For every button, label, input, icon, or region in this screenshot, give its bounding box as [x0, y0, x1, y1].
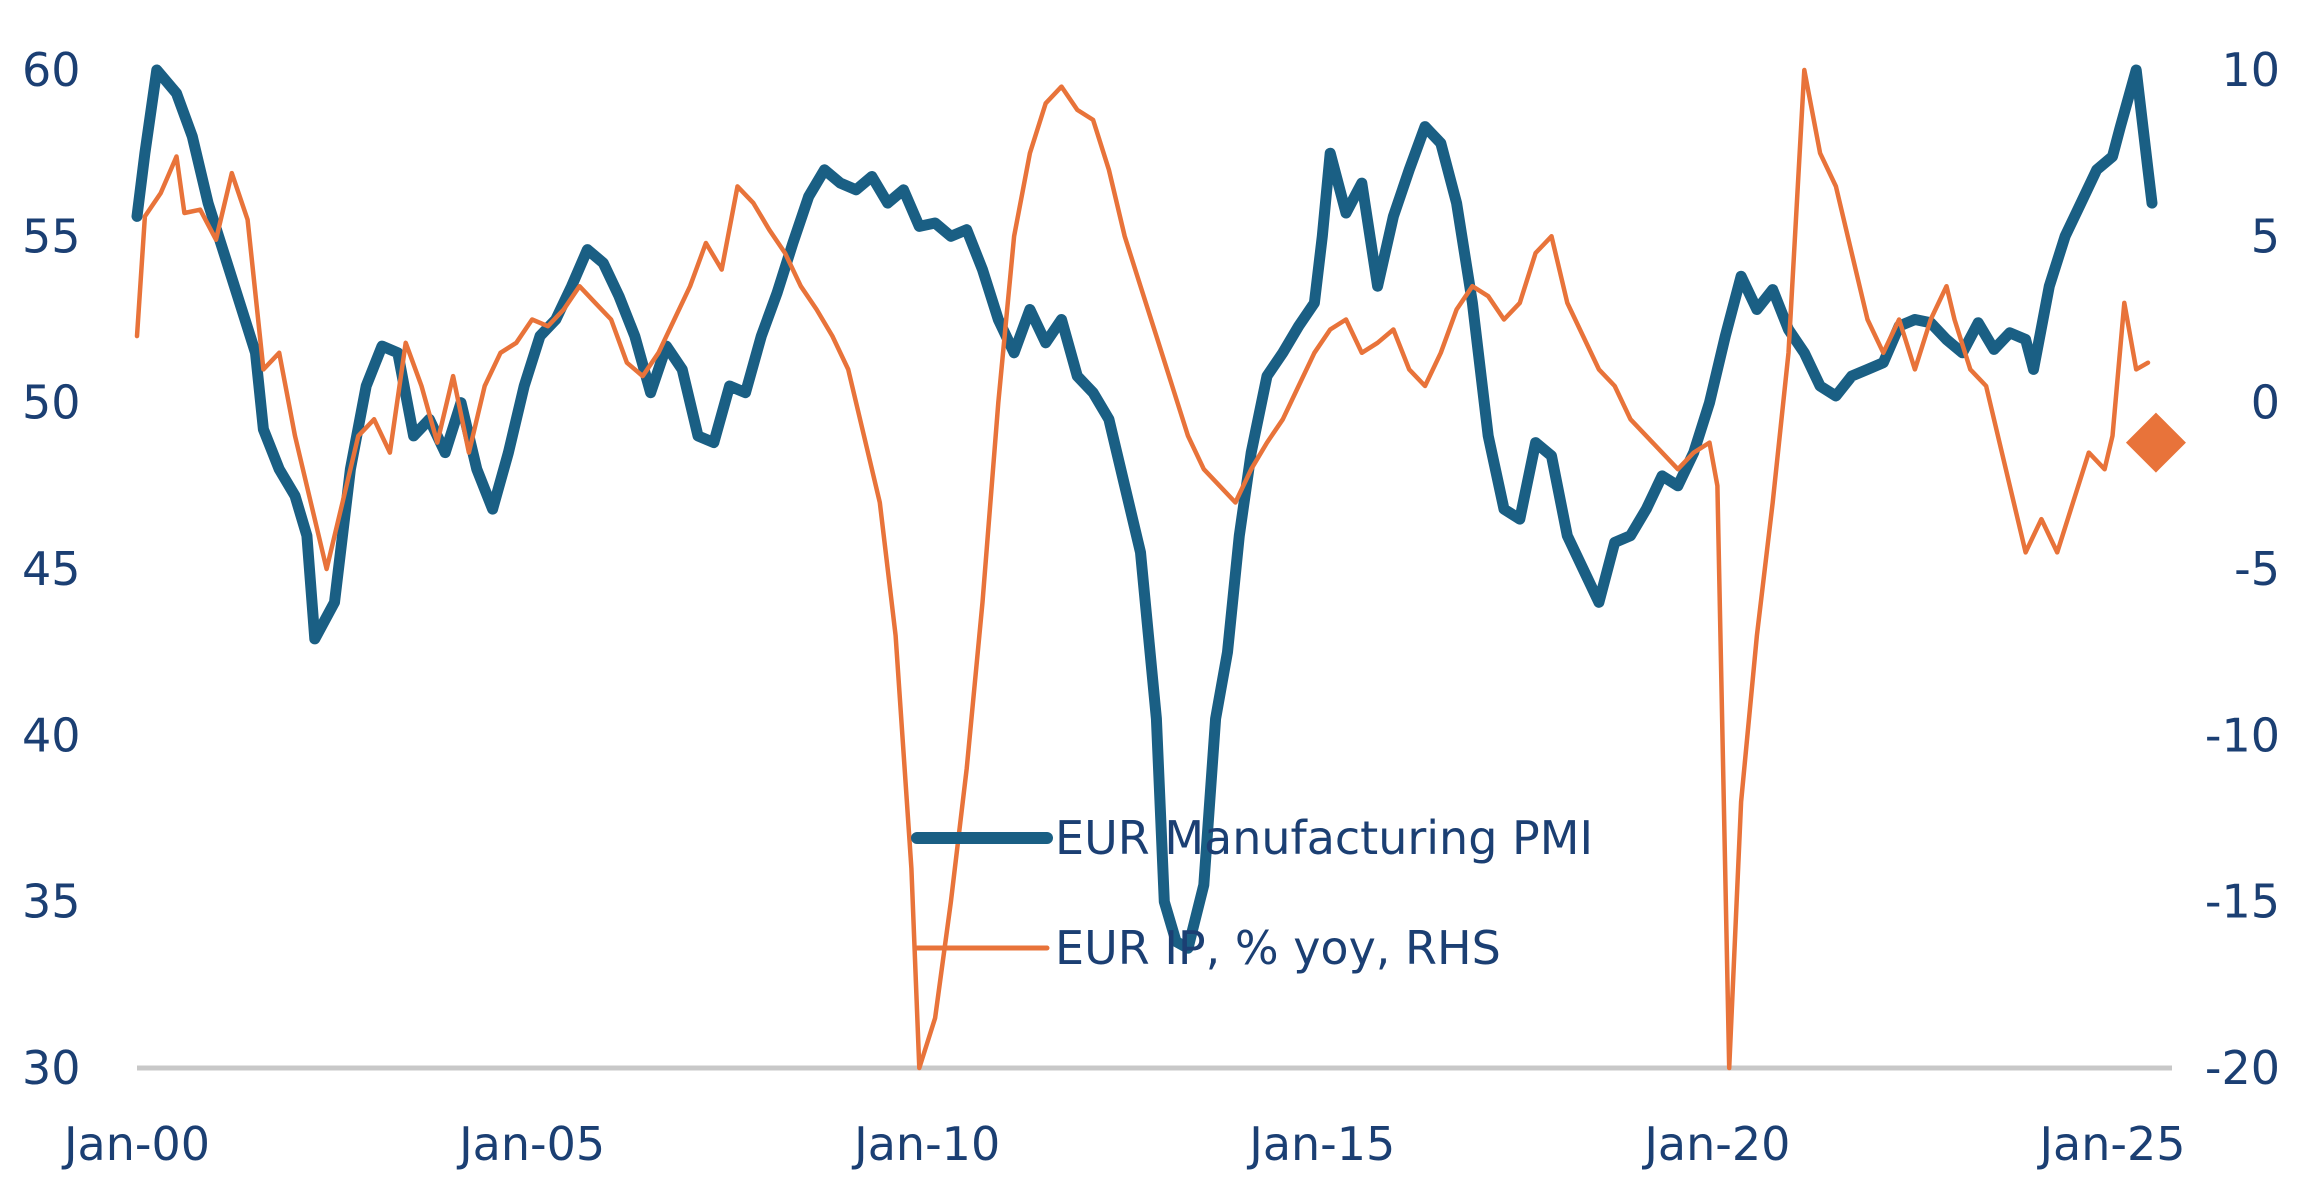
right-tick-label: -5 [2234, 542, 2280, 596]
x-tick-label: Jan-10 [851, 1117, 1000, 1171]
x-tick-label: Jan-25 [2036, 1117, 2185, 1171]
left-tick-label: 30 [22, 1041, 81, 1095]
legend-label-pmi: EUR Manufacturing PMI [1055, 811, 1593, 865]
left-tick-label: 45 [22, 542, 81, 596]
series-line-ip [134, 67, 2151, 1071]
series-layer [131, 64, 2186, 1071]
x-axis-ticks: Jan-00 Jan-05 Jan-10 Jan-15 Jan-20 Jan-25 [61, 1117, 2186, 1171]
left-tick-label: 50 [22, 376, 81, 430]
right-axis-ticks: 10 5 0 -5 -10 -15 -20 [2205, 43, 2280, 1095]
x-tick-label: Jan-20 [1641, 1117, 1790, 1171]
series-line-pmi [131, 64, 2158, 954]
left-tick-label: 55 [22, 209, 81, 263]
legend-label-ip: EUR IP, % yoy, RHS [1055, 921, 1501, 975]
x-tick-label: Jan-05 [456, 1117, 605, 1171]
left-tick-label: 60 [22, 43, 81, 97]
right-tick-label: -15 [2205, 875, 2280, 929]
left-tick-label: 40 [22, 708, 81, 762]
right-tick-label: -20 [2205, 1041, 2280, 1095]
right-tick-label: -10 [2205, 708, 2280, 762]
x-tick-label: Jan-00 [61, 1117, 210, 1171]
left-tick-label: 35 [22, 875, 81, 929]
ip-latest-diamond-marker [2125, 412, 2186, 473]
x-tick-label: Jan-15 [1246, 1117, 1395, 1171]
right-tick-label: 10 [2221, 43, 2280, 97]
right-tick-label: 0 [2251, 376, 2280, 430]
legend: EUR Manufacturing PMI EUR IP, % yoy, RHS [911, 811, 1593, 975]
right-tick-label: 5 [2251, 209, 2280, 263]
left-axis-ticks: 60 55 50 45 40 35 30 [22, 43, 81, 1095]
